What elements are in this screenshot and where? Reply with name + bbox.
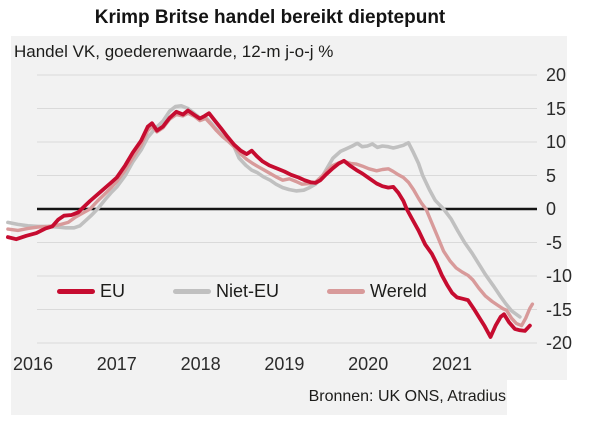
chart-subtitle: Handel VK, goederenwaarde, 12-m j-o-j % (14, 42, 334, 61)
series-line-eu (6, 108, 532, 339)
legend-label: Niet-EU (216, 281, 280, 301)
legend-label: EU (100, 281, 126, 301)
y-tick-label-5: 5 (546, 165, 557, 186)
page-title: Krimp Britse handel bereikt dieptepunt (94, 7, 446, 28)
chart-source-note: Bronnen: UK ONS, Atradius (308, 388, 506, 405)
y-tick-label--10: -10 (546, 266, 573, 286)
chart-panel-footer-background (11, 380, 507, 415)
legend-swatch-icon (57, 289, 95, 294)
x-tick-label-2017: 2017 (96, 354, 137, 374)
series-line-niet-eu (6, 104, 522, 319)
chart-legend: EU Niet-EU Wereld (57, 281, 427, 302)
y-tick-label-10: 10 (546, 132, 567, 152)
legend-item-eu: EU (57, 281, 125, 302)
x-tick-label-2018: 2018 (180, 354, 221, 374)
y-tick-label--15: -15 (546, 299, 573, 320)
legend-label: Wereld (370, 281, 427, 301)
x-tick-label-2016: 2016 (12, 354, 54, 374)
legend-swatch-icon (327, 289, 366, 294)
legend-swatch-icon (173, 289, 212, 294)
y-tick-label-20: 20 (546, 65, 567, 85)
y-tick-label--5: -5 (546, 232, 563, 253)
legend-item-wereld: Wereld (327, 281, 427, 302)
y-tick-label--20: -20 (546, 333, 573, 353)
x-tick-label-2019: 2019 (264, 354, 305, 374)
series-line-wereld (6, 111, 535, 328)
y-tick-label-0: 0 (546, 199, 557, 219)
legend-item-niet-eu: Niet-EU (173, 281, 279, 302)
y-tick-label-15: 15 (546, 98, 567, 119)
x-tick-label-2020: 2020 (348, 354, 389, 374)
x-tick-label-2021: 2021 (431, 354, 473, 374)
